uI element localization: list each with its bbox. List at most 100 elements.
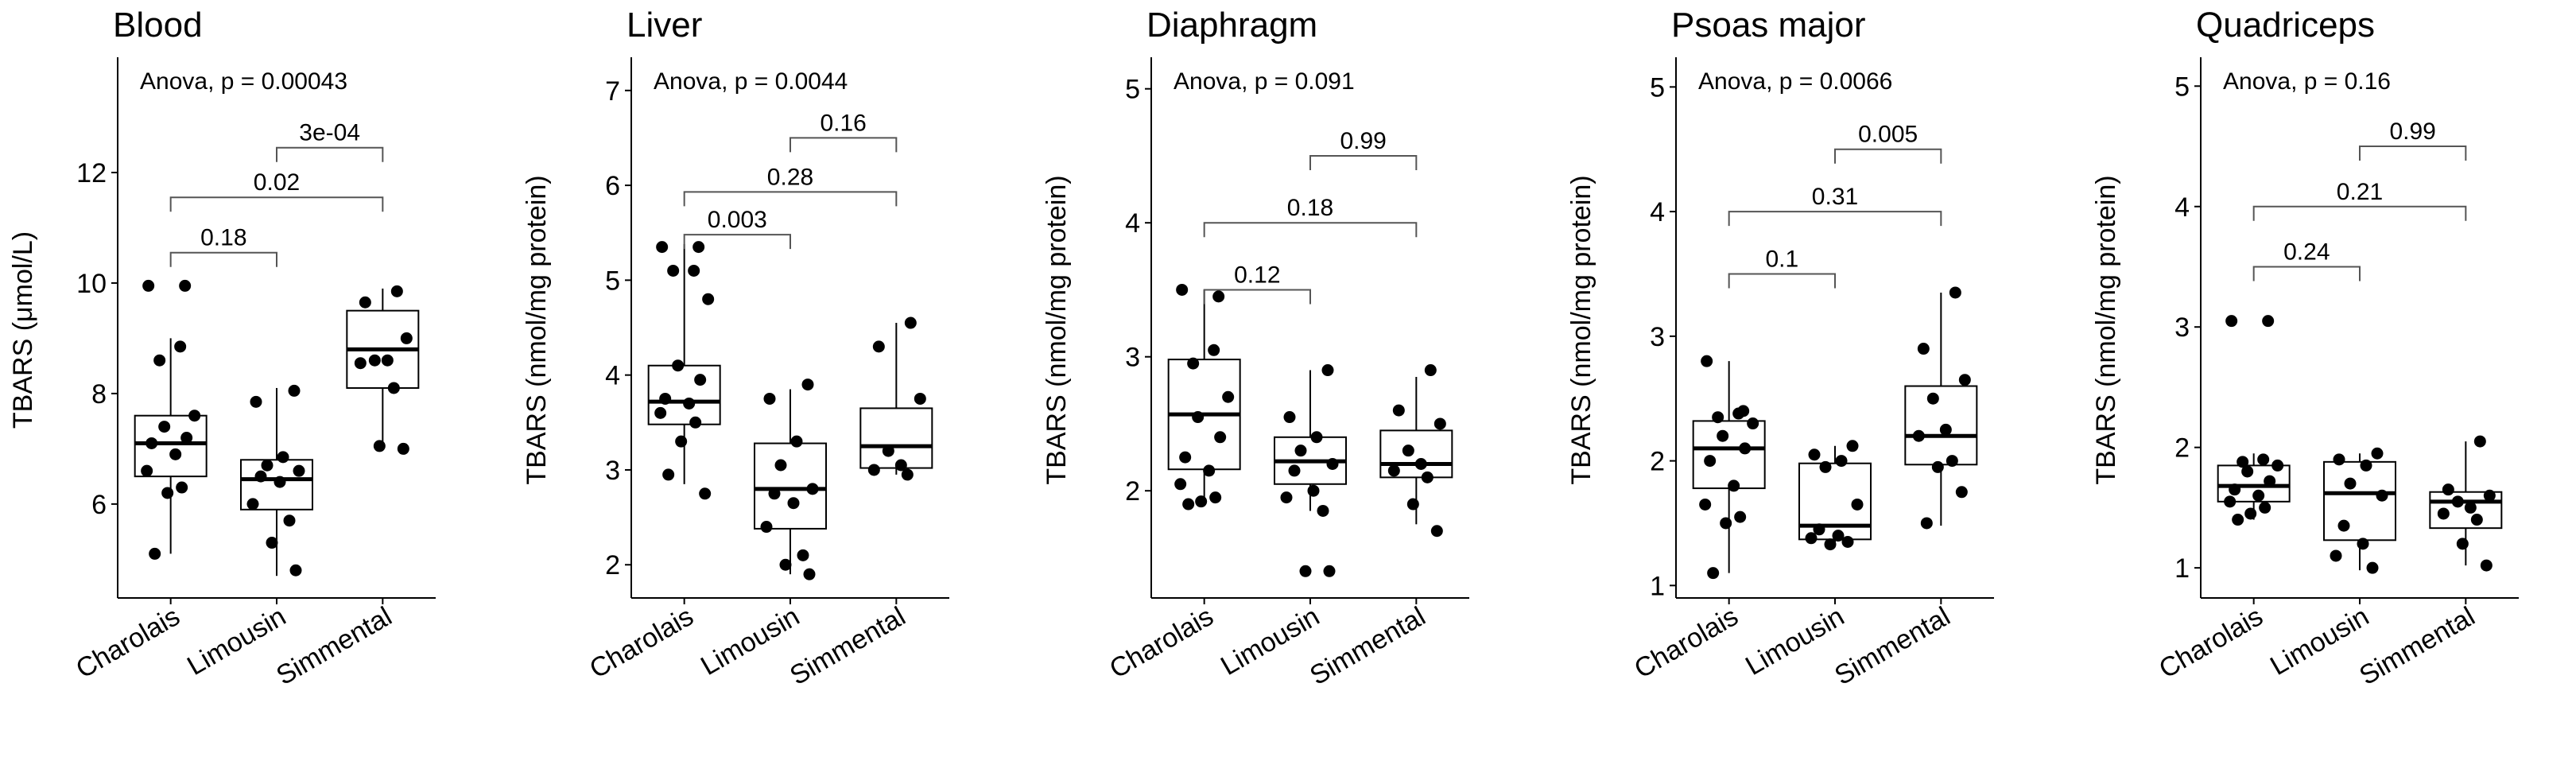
- data-point: [246, 498, 259, 510]
- data-point: [1310, 431, 1323, 444]
- data-point: [2357, 538, 2369, 550]
- comparison-bracket: [169, 196, 384, 212]
- data-point: [266, 537, 278, 549]
- data-point: [153, 354, 166, 367]
- data-point: [692, 241, 705, 254]
- data-point: [176, 481, 188, 494]
- data-point: [2259, 501, 2271, 514]
- data-point: [779, 558, 792, 571]
- data-point: [2480, 559, 2493, 572]
- data-point: [2366, 561, 2379, 574]
- data-point: [1421, 471, 1433, 483]
- y-axis-label: TBARS (nmol/mg protein): [2091, 175, 2121, 484]
- data-point: [1280, 491, 1293, 504]
- panel-title: Quadriceps: [2196, 6, 2375, 45]
- y-tick-label: 4: [2174, 192, 2190, 223]
- data-point: [158, 421, 171, 433]
- y-axis-label: TBARS (nmol/mg protein): [1042, 175, 1072, 484]
- data-point: [161, 487, 174, 499]
- y-tick-label: 5: [1125, 75, 1140, 105]
- box-charolais: [1167, 289, 1241, 505]
- y-tick-label: 4: [605, 361, 620, 391]
- data-point: [872, 340, 885, 353]
- data-point: [1841, 535, 1854, 548]
- data-point: [1701, 355, 1713, 367]
- data-point: [1720, 517, 1732, 530]
- data-point: [699, 487, 712, 500]
- data-point: [1813, 523, 1825, 536]
- data-point: [390, 285, 403, 297]
- data-point: [1805, 532, 1818, 545]
- data-point: [169, 448, 182, 460]
- data-point: [901, 468, 914, 481]
- box-limousin: [1798, 445, 1872, 545]
- data-point: [174, 340, 187, 353]
- data-point: [1917, 343, 1930, 355]
- box-charolais: [1692, 361, 1766, 573]
- data-point: [1326, 458, 1339, 470]
- data-point: [867, 464, 880, 476]
- data-point: [1926, 392, 1939, 405]
- data-point: [2237, 456, 2249, 468]
- comparison-bracket: [2252, 266, 2361, 281]
- data-point: [1835, 455, 1848, 468]
- data-point: [654, 406, 667, 419]
- comparison-pvalue: 0.12: [1234, 262, 1280, 288]
- y-axis-label: TBARS (μmol/L): [8, 231, 38, 429]
- data-point: [675, 435, 688, 448]
- data-point: [2244, 507, 2257, 520]
- data-point: [1195, 495, 1208, 508]
- data-point: [2225, 315, 2238, 328]
- data-point: [2371, 447, 2384, 460]
- anova-label: Anova, p = 0.0066: [1698, 68, 1892, 95]
- comparison-pvalue: 0.003: [708, 207, 767, 233]
- y-tick-label: 4: [1125, 208, 1140, 239]
- data-point: [368, 354, 381, 367]
- data-point: [1387, 464, 1400, 477]
- data-point: [1392, 404, 1405, 417]
- data-point: [1851, 498, 1864, 510]
- data-point: [188, 410, 201, 422]
- data-point: [1846, 440, 1859, 452]
- data-point: [141, 464, 153, 477]
- data-point: [2241, 465, 2254, 478]
- y-axis-label: TBARS (nmol/mg protein): [1566, 175, 1596, 484]
- data-point: [702, 293, 715, 305]
- data-point: [1414, 458, 1427, 470]
- data-point: [1208, 344, 1220, 356]
- data-point: [806, 483, 819, 495]
- data-point: [1323, 565, 1336, 577]
- data-point: [1958, 374, 1971, 386]
- data-point: [760, 521, 773, 534]
- data-point: [2257, 453, 2270, 466]
- box-iqr: [859, 407, 933, 469]
- box-charolais: [647, 244, 721, 484]
- data-point: [904, 316, 917, 329]
- data-point: [1734, 510, 1747, 523]
- data-point: [1712, 411, 1724, 424]
- data-point: [1283, 411, 1296, 424]
- data-point: [277, 451, 289, 464]
- comparison-pvalue: 0.31: [1812, 184, 1858, 210]
- data-point: [1406, 498, 1419, 510]
- data-point: [1294, 444, 1307, 457]
- comparison-bracket: [1728, 211, 1942, 227]
- data-point: [1949, 286, 1961, 299]
- data-point: [359, 296, 371, 309]
- data-point: [2224, 495, 2237, 508]
- y-tick-label: 1: [1650, 571, 1665, 601]
- comparison-pvalue: 0.18: [1287, 195, 1333, 221]
- data-point: [2473, 435, 2486, 448]
- y-tick-label: 2: [605, 550, 620, 580]
- data-point: [787, 497, 800, 510]
- panel-title: Psoas major: [1671, 6, 1866, 45]
- comparison-bracket: [789, 137, 898, 153]
- comparison-pvalue: 0.99: [1340, 128, 1386, 154]
- data-point: [2442, 483, 2454, 496]
- data-point: [1955, 486, 1968, 499]
- data-point: [2232, 514, 2244, 526]
- x-category-label: Simmental: [785, 601, 910, 691]
- data-point: [1174, 478, 1187, 491]
- data-point: [2264, 475, 2276, 487]
